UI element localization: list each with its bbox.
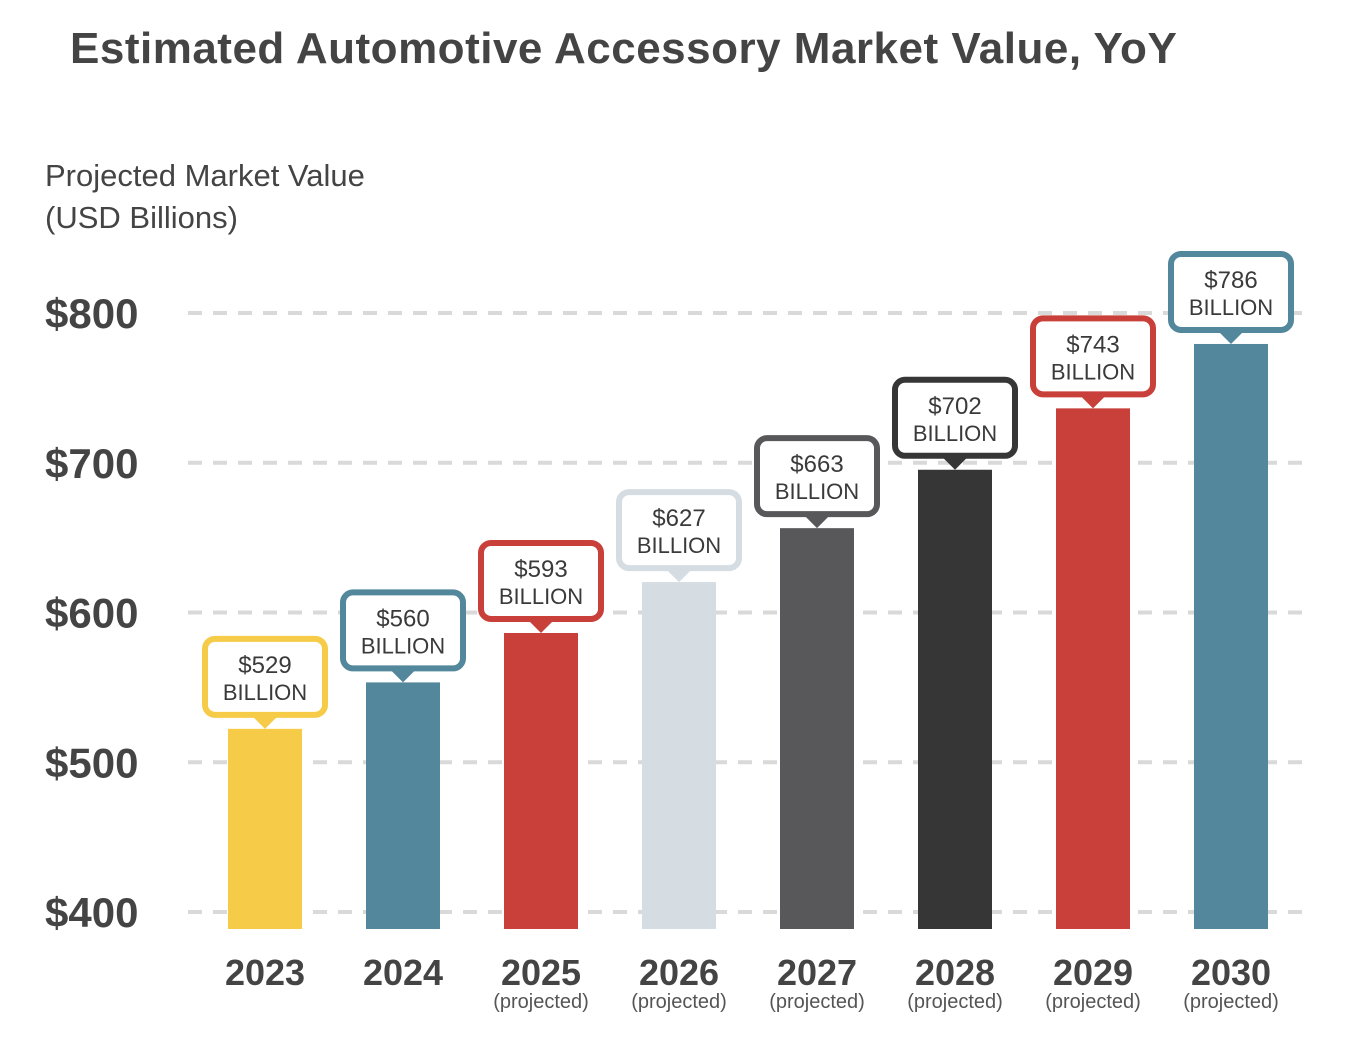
bar-2027 <box>780 528 854 929</box>
bar-2025 <box>504 632 578 929</box>
value-unit-label: BILLION <box>913 421 997 446</box>
y-tick-label: $600 <box>45 590 138 637</box>
value-callouts: $529BILLION$560BILLION$593BILLION$627BIL… <box>202 250 1294 729</box>
callout-pointer <box>1219 331 1243 344</box>
x-tick-label: 2026 <box>639 952 719 993</box>
y-tick-label: $500 <box>45 739 138 786</box>
y-tick-label: $700 <box>45 440 138 487</box>
x-tick-label: 2028 <box>915 952 995 993</box>
callout-pointer <box>667 570 691 583</box>
value-label: $560 <box>376 605 429 632</box>
value-unit-label: BILLION <box>223 680 307 705</box>
callout-box <box>754 435 880 518</box>
y-axis-title-line-1: Projected Market Value <box>45 158 365 193</box>
callout-pointer <box>943 457 967 470</box>
x-tick-sublabel: (projected) <box>769 991 865 1013</box>
bar-2026 <box>642 582 716 929</box>
callout-box <box>616 489 742 572</box>
x-tick-sublabel: (projected) <box>1183 991 1279 1013</box>
callout-box <box>202 635 328 718</box>
callout-box <box>1168 250 1294 333</box>
callout-pointer <box>529 620 553 633</box>
x-tick-label: 2027 <box>777 952 857 993</box>
callout-box <box>892 376 1018 459</box>
value-label: $627 <box>652 505 705 532</box>
value-label: $786 <box>1204 267 1257 294</box>
value-label: $743 <box>1066 331 1119 358</box>
value-label: $663 <box>790 451 843 478</box>
callout-pointer <box>391 670 415 683</box>
value-label: $702 <box>928 393 981 420</box>
x-tick-label: 2030 <box>1191 952 1271 993</box>
bar-2024 <box>366 682 440 929</box>
x-tick-label: 2023 <box>225 952 305 993</box>
value-label: $529 <box>238 652 291 679</box>
callout-box <box>340 589 466 672</box>
x-tick-sublabel: (projected) <box>907 991 1003 1013</box>
bar-2028 <box>918 469 992 929</box>
value-unit-label: BILLION <box>637 533 721 558</box>
x-axis-labels: 2023 2024 2025(projected)2026(projected)20… <box>225 952 1279 1013</box>
callout-box <box>478 539 604 622</box>
value-unit-label: BILLION <box>499 584 583 609</box>
callout-pointer <box>1081 396 1105 409</box>
y-axis-ticks: $800 $700 $600 $500 $400 <box>45 290 138 936</box>
x-tick-sublabel: (projected) <box>493 991 589 1013</box>
y-tick-label: $800 <box>45 290 138 337</box>
y-axis-title: Projected Market Value (USD Billions) <box>45 155 365 239</box>
value-label: $593 <box>514 556 567 583</box>
callout-pointer <box>253 716 277 729</box>
value-unit-label: BILLION <box>1189 295 1273 320</box>
bars <box>228 343 1268 930</box>
y-tick-label: $400 <box>45 889 138 936</box>
bar-2023 <box>228 728 302 929</box>
chart-title: Estimated Automotive Accessory Market Va… <box>70 24 1178 73</box>
x-tick-sublabel: (projected) <box>1045 991 1141 1013</box>
x-tick-sublabel: (projected) <box>631 991 727 1013</box>
x-tick-label: 2025 <box>501 952 581 993</box>
value-unit-label: BILLION <box>1051 359 1135 384</box>
x-tick-label: 2029 <box>1053 952 1133 993</box>
value-unit-label: BILLION <box>775 479 859 504</box>
callout-box <box>1030 315 1156 398</box>
callout-pointer <box>805 516 829 529</box>
value-unit-label: BILLION <box>361 633 445 658</box>
bar-2030 <box>1194 343 1268 930</box>
x-tick-label: 2024 <box>363 952 443 993</box>
bar-2029 <box>1056 408 1130 929</box>
y-axis-title-line-2: (USD Billions) <box>45 200 238 235</box>
